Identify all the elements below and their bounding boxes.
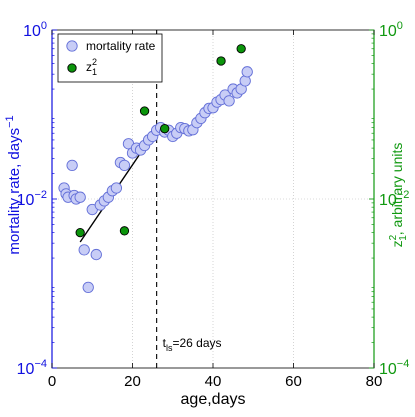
mortality-point <box>78 244 90 256</box>
grid <box>52 30 374 368</box>
legend-label-z: z2 1 <box>86 57 97 77</box>
mortality-point <box>110 182 123 194</box>
x-axis-label: age,days <box>181 391 246 408</box>
y-tick-label-right: 100 <box>379 20 403 40</box>
legend: mortality rate z2 1 <box>57 33 163 83</box>
y-tick-label-left: 10−2 <box>17 189 47 209</box>
legend-label-mortality: mortality rate <box>86 39 156 53</box>
mortality-point <box>66 159 78 172</box>
z-point <box>236 44 246 54</box>
mortality-points <box>58 66 253 294</box>
x-tick-label: 40 <box>205 373 222 390</box>
y-tick-label-right: 10−2 <box>379 189 409 209</box>
mortality-point <box>223 95 235 107</box>
ticks-layer: 0 20 40 60 80 100 100 10−2 10−2 10−4 10−4 <box>17 20 410 390</box>
ls-annotation: tls=26 days <box>163 336 222 353</box>
y-tick-label-left: 10−4 <box>17 358 47 378</box>
legend-marker-z <box>67 63 77 73</box>
y-tick-label-left: 100 <box>23 20 47 40</box>
y-axis-label-right: z21, arbitrary units <box>388 143 409 248</box>
x-tick-label: 20 <box>124 373 141 390</box>
z-point <box>160 124 170 134</box>
labels-layer: age,days mortality rate, days−1 z21, arbit… <box>4 115 409 408</box>
mortality-point <box>239 75 251 87</box>
y-tick-label-right: 10−4 <box>379 358 409 378</box>
mortality-point <box>241 66 253 78</box>
mortality-point <box>74 191 86 203</box>
z-point <box>119 226 130 236</box>
mortality-point <box>118 159 131 172</box>
z-point <box>75 227 85 238</box>
x-tick-label: 60 <box>285 373 302 390</box>
mortality-point <box>82 281 94 294</box>
z-points <box>75 44 246 238</box>
z-point <box>139 106 150 116</box>
x-tick-label: 80 <box>366 373 383 390</box>
legend-marker-mortality <box>66 40 78 52</box>
z-point <box>216 56 226 66</box>
y-axis-label-left: mortality rate, days−1 <box>4 115 23 254</box>
mortality-point <box>90 248 102 261</box>
x-tick-label: 0 <box>48 373 56 390</box>
